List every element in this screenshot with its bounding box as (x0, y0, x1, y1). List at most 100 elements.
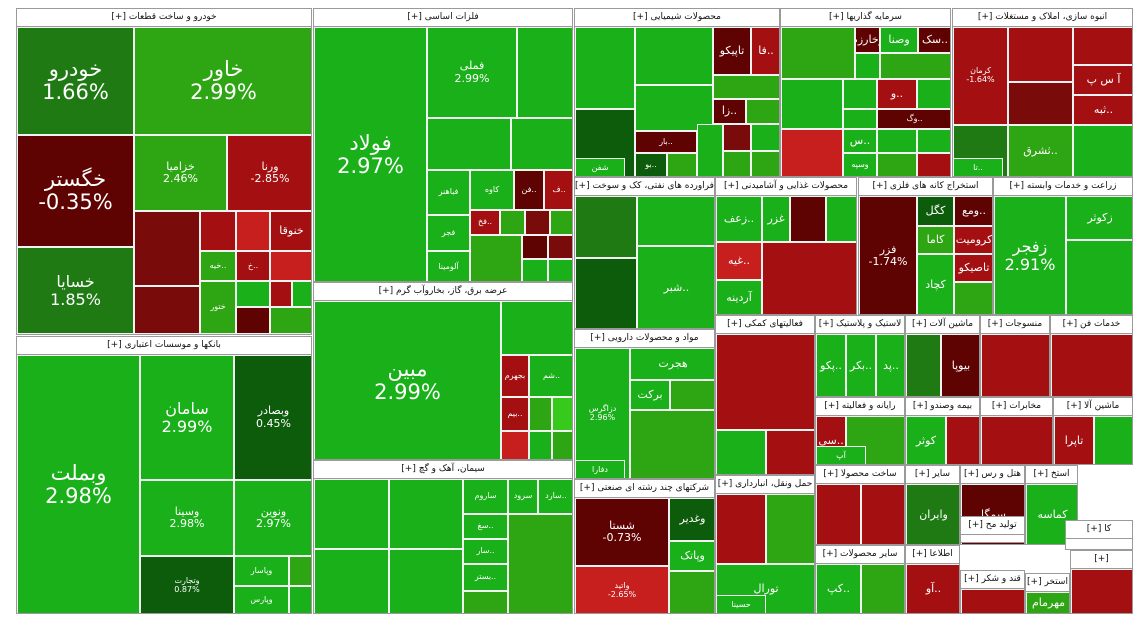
stock-tile[interactable] (1066, 240, 1132, 314)
stock-tile[interactable]: خنوقا (270, 211, 311, 251)
sector-title[interactable]: ماشین آلات [+] (906, 316, 979, 334)
stock-tile[interactable] (697, 124, 723, 176)
sector-title[interactable]: هتل و رس [+] (961, 466, 1024, 484)
stock-tile[interactable] (550, 210, 572, 235)
stock-tile[interactable] (501, 301, 572, 355)
stock-tile[interactable]: کاما (917, 226, 954, 254)
stock-tile[interactable]: واتید -2.65% (575, 566, 669, 613)
stock-tile[interactable]: ..زا (713, 99, 746, 124)
stock-tile[interactable] (289, 586, 311, 613)
sector-title[interactable]: لاستیک و پلاستیک [+] (816, 316, 904, 334)
stock-tile[interactable] (525, 210, 550, 235)
stock-tile[interactable]: ..بار (635, 131, 697, 153)
sector-title[interactable]: فعالیتهای کمکی [+] (716, 316, 814, 334)
stock-tile[interactable] (575, 258, 637, 328)
stock-tile[interactable]: ونوین 2.97% (234, 480, 311, 556)
stock-tile[interactable] (200, 211, 236, 251)
sector-title[interactable]: استخراج کانه های فلزی [+] (859, 178, 992, 196)
stock-tile[interactable]: حسینا (716, 595, 766, 613)
stock-tile[interactable] (236, 281, 270, 307)
sector-title[interactable]: رایانه و فعالیته [+] (816, 398, 904, 416)
stock-tile[interactable] (270, 281, 292, 307)
stock-tile[interactable] (781, 79, 843, 129)
stock-tile[interactable]: ..ف (544, 170, 572, 210)
sector-title[interactable]: خودرو و ساخت قطعات [+] (17, 9, 311, 27)
stock-tile[interactable]: بیوپا (941, 334, 979, 396)
stock-tile[interactable] (880, 53, 950, 79)
stock-tile[interactable]: کرومیت (954, 226, 992, 254)
stock-tile[interactable] (236, 211, 270, 251)
stock-tile[interactable] (134, 286, 200, 334)
stock-tile[interactable] (630, 410, 714, 478)
stock-tile[interactable] (917, 129, 950, 153)
stock-tile[interactable]: دفارا (575, 460, 625, 478)
stock-tile[interactable]: ..فن (514, 170, 544, 210)
stock-tile[interactable]: آلومینا (427, 251, 470, 281)
stock-tile[interactable] (289, 556, 311, 586)
stock-tile[interactable] (716, 430, 766, 474)
stock-tile[interactable]: وسپه (843, 153, 877, 176)
stock-tile[interactable]: زفجر 2.91% (994, 196, 1066, 314)
stock-tile[interactable] (522, 259, 548, 281)
stock-tile[interactable]: ..خ (236, 251, 270, 281)
stock-tile[interactable] (746, 99, 779, 124)
stock-tile[interactable] (861, 564, 904, 613)
stock-tile[interactable]: هجرت (630, 348, 714, 380)
stock-tile[interactable] (511, 118, 572, 170)
stock-tile[interactable] (529, 397, 552, 431)
stock-tile[interactable]: وسینا 2.98% (140, 480, 234, 556)
stock-tile[interactable]: ..بیم (501, 397, 529, 431)
stock-tile[interactable] (1008, 82, 1073, 125)
stock-tile[interactable] (790, 196, 826, 242)
stock-tile[interactable] (548, 235, 572, 259)
stock-tile[interactable]: ..شبر (637, 246, 714, 328)
stock-tile[interactable]: کگل (917, 196, 954, 226)
stock-tile[interactable] (766, 430, 814, 474)
sector-title[interactable]: محصولات غذایی و آشامیدنی [+] (716, 178, 856, 196)
stock-tile[interactable]: ..پد (876, 334, 904, 396)
stock-tile[interactable]: ..ومع (954, 196, 992, 226)
sector-title[interactable]: قند و شکر [+] (961, 571, 1024, 589)
sector-title[interactable]: زراعت و خدمات وابسته [+] (994, 178, 1132, 196)
stock-tile[interactable]: ..ثشرق (1008, 125, 1073, 176)
stock-tile[interactable] (134, 211, 200, 286)
stock-tile[interactable]: ساروم (463, 479, 508, 514)
stock-tile[interactable] (670, 380, 714, 410)
stock-tile[interactable]: ..وگ (877, 109, 950, 129)
stock-tile[interactable] (575, 27, 635, 109)
stock-tile[interactable]: کچاد (917, 254, 954, 314)
stock-tile[interactable] (270, 251, 311, 281)
stock-tile[interactable]: آپ (816, 446, 866, 464)
stock-tile[interactable] (713, 75, 779, 99)
stock-tile[interactable]: ..سارد (538, 479, 572, 514)
stock-tile[interactable]: وخارزم (855, 27, 880, 53)
stock-tile[interactable]: ..سار (463, 539, 508, 564)
stock-tile[interactable] (314, 549, 389, 613)
stock-tile[interactable]: وایران (906, 484, 959, 544)
stock-tile[interactable]: آردینه (716, 280, 762, 314)
sector-title[interactable]: استخ [+] (1026, 466, 1077, 484)
stock-tile[interactable]: خسایا 1.85% (17, 247, 134, 334)
stock-tile[interactable]: ورنا -2.85% (227, 135, 311, 211)
stock-tile[interactable] (1094, 416, 1132, 464)
stock-tile[interactable] (529, 431, 552, 459)
stock-tile[interactable]: خاور 2.99% (134, 27, 311, 135)
stock-tile[interactable] (766, 494, 814, 564)
stock-tile[interactable] (716, 494, 766, 564)
stock-tile[interactable]: ..پکو (816, 334, 846, 396)
stock-tile[interactable]: فولاد 2.97% (314, 27, 427, 281)
stock-tile[interactable]: ..کپ (816, 564, 861, 613)
stock-tile[interactable]: فباهنر (427, 170, 470, 215)
stock-tile[interactable]: وبصادر 0.45% (234, 355, 311, 480)
sector-title[interactable]: [+] (1071, 551, 1132, 569)
sector-title[interactable]: استخر [+] (1026, 574, 1069, 592)
stock-tile[interactable] (552, 431, 572, 459)
stock-tile[interactable] (548, 259, 572, 281)
stock-tile[interactable] (463, 591, 508, 613)
stock-tile[interactable] (861, 484, 904, 544)
stock-tile[interactable]: ..تا (953, 158, 1003, 176)
stock-tile[interactable] (236, 307, 270, 334)
stock-tile[interactable]: وغدیر (669, 498, 714, 541)
sector-title[interactable]: بیمه وصندو [+] (906, 398, 979, 416)
stock-tile[interactable] (635, 27, 713, 85)
